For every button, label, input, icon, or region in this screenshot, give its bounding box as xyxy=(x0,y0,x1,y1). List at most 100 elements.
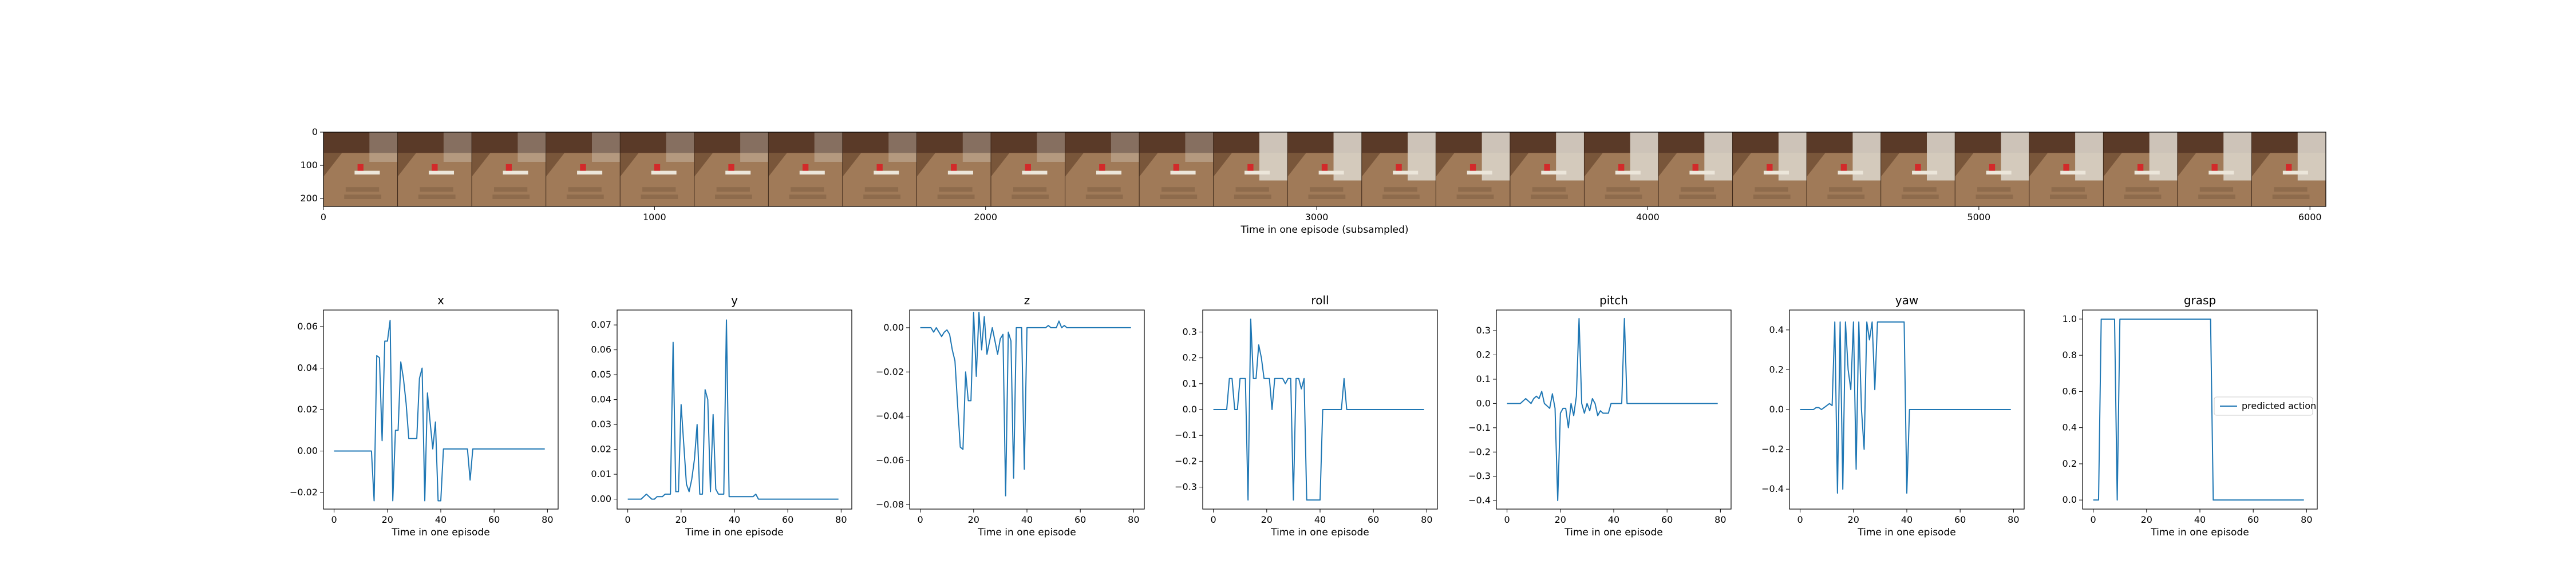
series-line xyxy=(1507,317,1718,502)
frame-strip-ticks: 0 1000 2000 3000 4000 5000 6000 0 100 200 xyxy=(300,126,2321,223)
x-tick-label: 20 xyxy=(382,514,393,525)
x-tick-label: 0 xyxy=(1504,514,1510,525)
episode-frame xyxy=(619,132,694,206)
y-tick-label: 0.02 xyxy=(297,404,318,415)
y-tick-label: 0.03 xyxy=(591,419,611,430)
frame-strip-images xyxy=(323,132,2326,206)
y-tick-label: 0.8 xyxy=(2063,349,2077,360)
strip-x-tick-label: 4000 xyxy=(1636,212,1660,223)
episode-frame xyxy=(1361,132,1436,206)
x-tick-label: 20 xyxy=(2141,514,2152,525)
y-tick-label: 0.1 xyxy=(1183,378,1197,389)
panel-title: grasp xyxy=(2184,293,2216,307)
x-tick-label: 80 xyxy=(1421,514,1432,525)
x-tick-label: 60 xyxy=(2247,514,2259,525)
frame-strip-xlabel: Time in one episode (subsampled) xyxy=(1240,224,1408,236)
panel-pitch: pitch 0 20 40 60 80 −0.4 −0.3 −0.2 −0.1 0.0 0.1 0.2 0… xyxy=(1468,293,1732,538)
x-tick-label: 0 xyxy=(2091,514,2096,525)
strip-x-tick-label: 5000 xyxy=(1967,212,1991,223)
episode-frame xyxy=(1658,132,1733,206)
episode-frame xyxy=(768,132,843,206)
y-tick-label: −0.08 xyxy=(876,499,904,510)
y-tick-label: 0.00 xyxy=(883,322,904,333)
panel-grasp: grasp 0 20 40 60 80 0.0 0.2 0.4 0.6 0.8 1.0 Time in … xyxy=(2063,293,2318,538)
x-tick-label: 80 xyxy=(1714,514,1726,525)
x-tick-label: 20 xyxy=(968,514,979,525)
x-tick-label: 40 xyxy=(729,514,740,525)
x-tick-label: 40 xyxy=(435,514,447,525)
strip-x-tick-label: 3000 xyxy=(1305,212,1329,223)
x-tick-label: 60 xyxy=(1954,514,1966,525)
x-tick-label: 40 xyxy=(1901,514,1913,525)
y-tick-label: 0.0 xyxy=(1183,404,1197,415)
series-line xyxy=(1800,321,2011,494)
episode-frame xyxy=(471,132,546,206)
y-tick-label: −0.2 xyxy=(1761,444,1784,455)
strip-x-tick-label: 2000 xyxy=(974,212,997,223)
x-tick-label: 40 xyxy=(1608,514,1619,525)
x-axis-label: Time in one episode xyxy=(977,527,1076,538)
panel-y: y 0 20 40 60 80 0.00 0.01 0.02 0.03 0.04 0.05 0.06 0.… xyxy=(591,293,852,538)
episode-frame xyxy=(1732,132,1807,206)
panel-z: z 0 20 40 60 80 −0.08 −0.06 −0.04 −0.02 0.00 Time i… xyxy=(876,293,1145,538)
x-axis-label: Time in one episode xyxy=(391,527,489,538)
panel-frame xyxy=(617,309,852,510)
episode-frame xyxy=(916,132,991,206)
strip-y-tick-label: 200 xyxy=(300,193,318,204)
y-tick-label: −0.3 xyxy=(1468,471,1491,482)
strip-x-tick-label: 6000 xyxy=(2298,212,2322,223)
y-tick-label: −0.02 xyxy=(290,487,318,498)
episode-frame xyxy=(694,132,769,206)
y-tick-label: 0.3 xyxy=(1183,326,1197,337)
episode-frame xyxy=(1806,132,1881,206)
x-tick-label: 20 xyxy=(1555,514,1566,525)
y-tick-label: −0.02 xyxy=(876,366,904,377)
legend-label: predicted action xyxy=(2242,400,2316,411)
x-tick-label: 60 xyxy=(782,514,793,525)
x-tick-label: 60 xyxy=(488,514,500,525)
x-tick-label: 80 xyxy=(2008,514,2019,525)
episode-frame xyxy=(397,132,472,206)
strip-x-tick-label: 0 xyxy=(321,212,326,223)
episode-frame xyxy=(546,132,621,206)
episode-frame xyxy=(1287,132,1362,206)
y-tick-label: 0.0 xyxy=(2063,494,2077,505)
y-tick-label: −0.1 xyxy=(1175,430,1197,440)
x-axis-label: Time in one episode xyxy=(1564,527,1662,538)
x-tick-label: 60 xyxy=(1661,514,1673,525)
y-tick-label: 0.0 xyxy=(1476,398,1491,408)
y-tick-label: 0.2 xyxy=(1769,364,1784,375)
y-tick-label: 0.2 xyxy=(1476,349,1491,360)
y-tick-label: 0.05 xyxy=(591,369,611,380)
panel-x: x 0 20 40 60 80 −0.02 0.00 0.02 0.04 0.06 Time in o… xyxy=(290,293,559,538)
episode-frame xyxy=(2177,132,2252,206)
episode-frame xyxy=(2251,132,2326,206)
x-tick-label: 80 xyxy=(1128,514,1139,525)
x-tick-label: 80 xyxy=(542,514,553,525)
series-line xyxy=(627,319,839,500)
series-line xyxy=(1213,318,1424,501)
y-tick-label: 0.04 xyxy=(591,394,611,405)
x-tick-label: 40 xyxy=(1314,514,1326,525)
y-tick-label: 0.02 xyxy=(591,444,611,455)
y-tick-label: 0.07 xyxy=(591,319,611,330)
y-tick-label: 0.6 xyxy=(2063,386,2077,396)
y-tick-label: 0.04 xyxy=(297,363,318,374)
panel-title: pitch xyxy=(1599,293,1628,307)
y-tick-label: 0.06 xyxy=(591,344,611,355)
episode-frame xyxy=(1880,132,1955,206)
y-tick-label: 0.1 xyxy=(1476,374,1491,384)
frame-strip-border xyxy=(323,132,2326,207)
x-tick-label: 20 xyxy=(675,514,687,525)
episode-frame xyxy=(2029,132,2104,206)
panel-title: roll xyxy=(1311,293,1329,307)
episode-frame xyxy=(1065,132,1140,206)
y-tick-label: −0.2 xyxy=(1468,446,1491,457)
series-line xyxy=(920,311,1131,496)
y-tick-label: −0.1 xyxy=(1468,422,1491,433)
panel-title: x xyxy=(437,293,444,307)
y-tick-label: 0.4 xyxy=(2063,422,2077,433)
y-tick-label: 0.4 xyxy=(1769,324,1784,335)
episode-frame xyxy=(323,132,398,206)
